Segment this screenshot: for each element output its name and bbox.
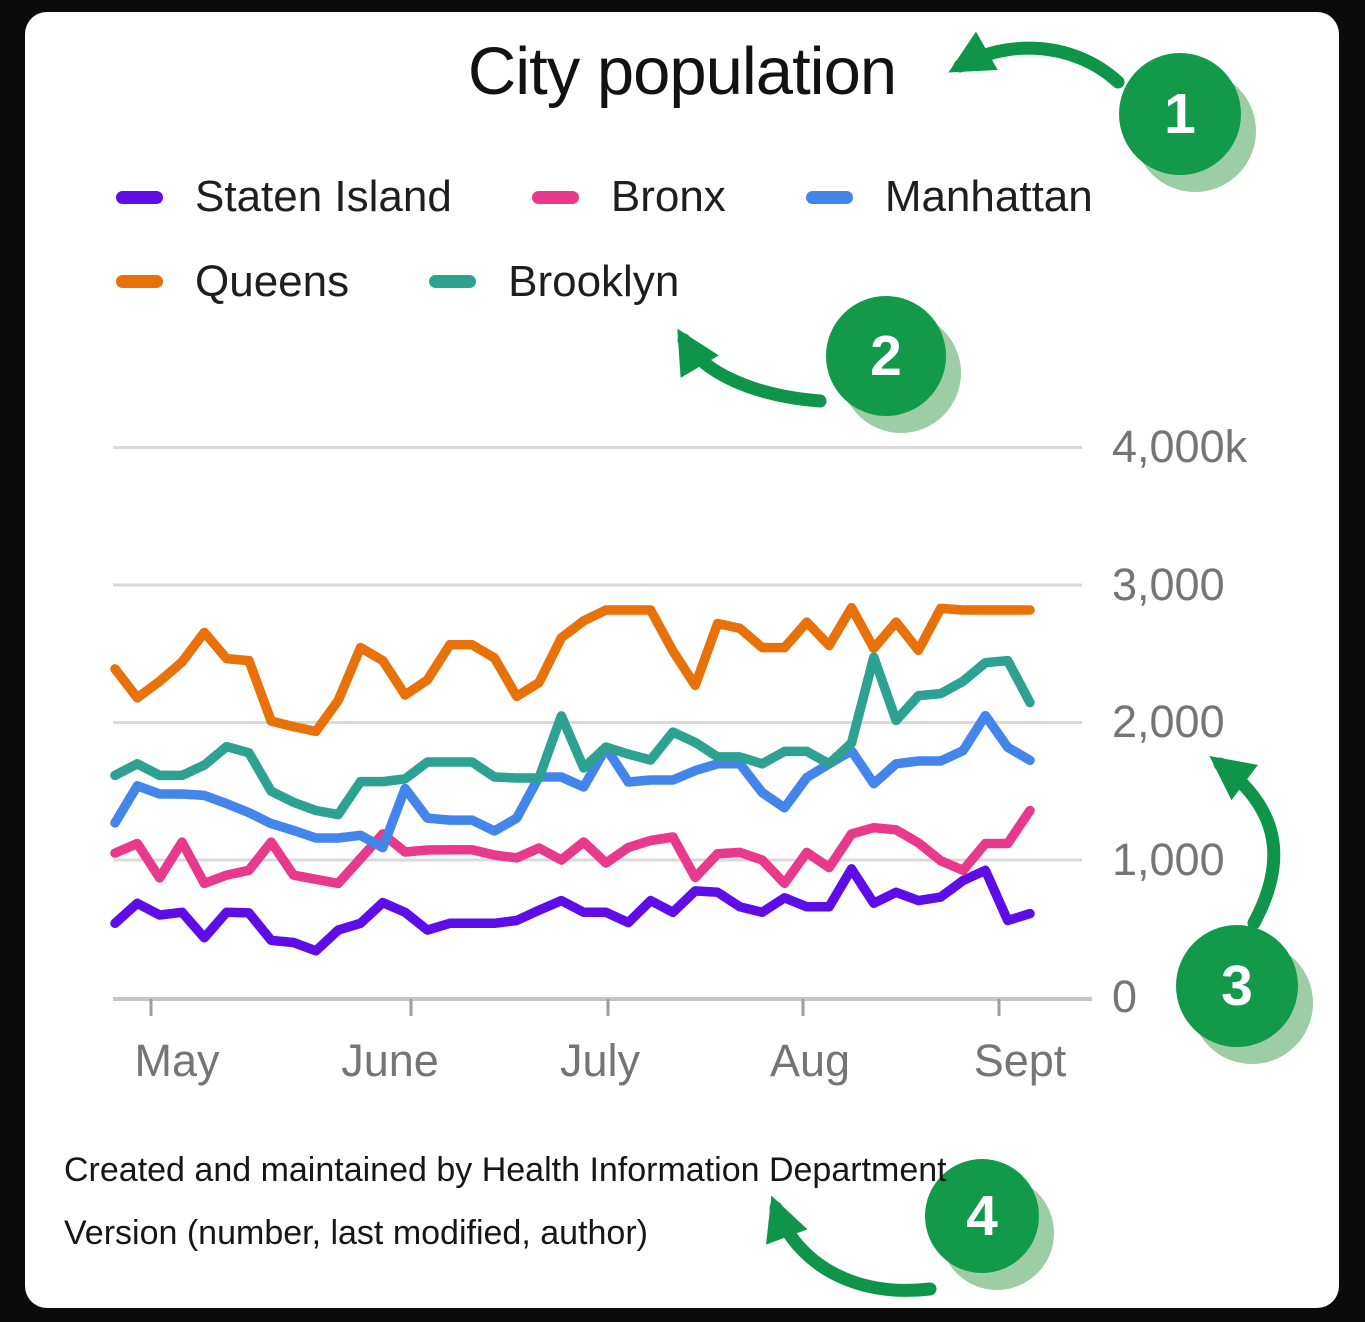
y-tick-label-1000: 1,000 bbox=[1112, 834, 1225, 885]
legend-label: Bronx bbox=[610, 172, 726, 221]
legend-label: Manhattan bbox=[884, 172, 1093, 221]
legend-label: Brooklyn bbox=[508, 256, 680, 306]
legend-swatch-brooklyn-icon bbox=[429, 275, 477, 289]
x-tick-label-june: June bbox=[341, 1035, 439, 1086]
callout-number: 1 bbox=[1164, 82, 1196, 146]
x-tick-label-aug: Aug bbox=[769, 1035, 851, 1086]
footer-version: Version (number, last modified, author) bbox=[64, 1214, 648, 1252]
callout-circle-3: 3 bbox=[1176, 925, 1313, 1064]
callout-number: 2 bbox=[870, 324, 902, 388]
legend-swatch-staten-island-icon bbox=[116, 190, 163, 204]
callout-number: 4 bbox=[966, 1184, 998, 1248]
y-tick-label-4000k: 4,000k bbox=[1112, 421, 1248, 472]
legend-row-1: Staten Island Bronx Manhattan bbox=[116, 172, 1093, 223]
legend-item-queens: Queens bbox=[116, 257, 349, 308]
callout-circle-4: 4 bbox=[925, 1159, 1054, 1290]
callout-number: 3 bbox=[1221, 954, 1253, 1018]
callout-circle-1-body: 1 bbox=[1119, 53, 1241, 175]
callout-circle-2-body: 2 bbox=[826, 296, 946, 416]
x-tick-label-may: May bbox=[134, 1035, 220, 1086]
callout-circle-3-body: 3 bbox=[1176, 925, 1298, 1047]
callout-circle-4-body: 4 bbox=[925, 1159, 1039, 1273]
x-tick-label-july: July bbox=[559, 1035, 641, 1086]
footer-attribution: Created and maintained by Health Informa… bbox=[64, 1151, 947, 1189]
y-tick-label-3000: 3,000 bbox=[1112, 559, 1225, 610]
legend-item-brooklyn: Brooklyn bbox=[429, 257, 679, 308]
callout-circle-2: 2 bbox=[826, 296, 961, 433]
legend-row-2: Queens Brooklyn bbox=[116, 257, 1093, 308]
legend-item-bronx: Bronx bbox=[531, 172, 726, 223]
legend-item-staten-island: Staten Island bbox=[116, 172, 452, 223]
legend-swatch-queens-icon bbox=[116, 275, 163, 289]
legend: Staten Island Bronx Manhattan Queens Bro… bbox=[116, 172, 1093, 307]
legend-label: Queens bbox=[195, 256, 350, 306]
y-tick-label-0: 0 bbox=[1112, 971, 1138, 1022]
legend-label: Staten Island bbox=[195, 172, 452, 221]
legend-swatch-bronx-icon bbox=[531, 190, 579, 204]
legend-swatch-manhattan-icon bbox=[805, 190, 853, 204]
chart-title: City population bbox=[467, 34, 897, 109]
y-tick-label-2000: 2,000 bbox=[1112, 696, 1225, 747]
callout-circle-1: 1 bbox=[1119, 53, 1256, 192]
x-tick-label-sept: Sept bbox=[973, 1035, 1067, 1086]
legend-item-manhattan: Manhattan bbox=[805, 172, 1093, 223]
